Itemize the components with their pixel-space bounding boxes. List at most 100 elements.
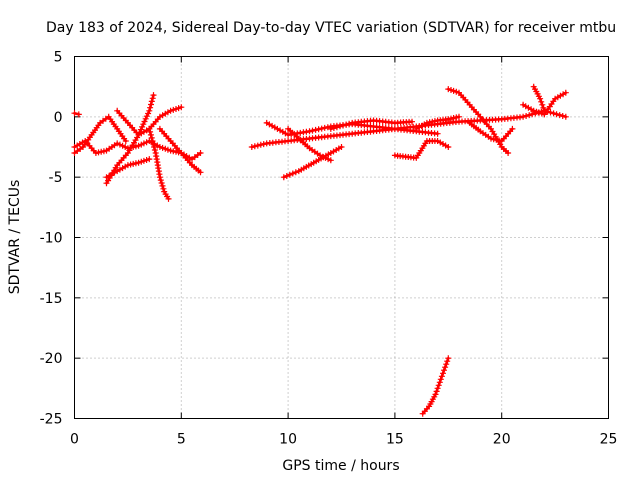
data-point [437,376,444,383]
data-point [445,144,452,150]
series-track-2 [71,113,129,156]
data-point [143,139,150,146]
y-tick-label: 5 [54,50,63,66]
data-point [145,110,152,117]
data-point [562,113,569,120]
data-point [523,113,530,119]
data-point [158,180,165,186]
data-point [550,110,557,117]
data-point [539,101,546,108]
data-point [159,182,166,189]
data-point [141,118,148,125]
data-point [140,121,147,128]
data-point [143,113,150,120]
x-tick-label: 15 [386,432,404,448]
series-line [421,356,450,415]
data-point [432,391,439,398]
data-series [71,83,569,417]
data-point [167,107,174,114]
data-point [327,125,334,132]
data-point [197,169,204,176]
data-point [150,141,157,147]
series-track-18 [520,89,569,118]
data-point [435,382,442,389]
data-point [443,361,450,368]
data-point [260,141,267,148]
data-point [529,111,536,118]
series-track-6 [156,125,204,176]
data-point [442,364,449,371]
data-point [321,124,328,131]
y-tick-label: -20 [40,351,63,367]
data-point [257,141,264,148]
data-point [319,153,326,160]
data-point [330,125,337,131]
data-point [148,134,155,141]
data-point [147,104,154,111]
data-point [122,138,129,144]
data-point [434,130,441,137]
data-point [114,140,121,147]
data-point [122,144,129,150]
data-point [75,111,82,118]
series-track-16 [445,86,512,156]
data-point [146,107,153,114]
series-track-13 [327,117,415,132]
data-point [147,128,154,135]
data-point [520,113,527,120]
data-point [151,147,158,153]
data-point [537,95,544,102]
series-track-20 [419,355,452,417]
data-point [165,195,172,202]
x-tick-label: 10 [279,432,297,448]
y-tick-label: 0 [54,110,63,126]
data-point [440,370,446,377]
data-point [438,373,445,380]
plot-frame [74,56,609,419]
data-point [445,86,452,93]
data-point [283,173,290,179]
data-point [159,144,166,151]
series-track-5 [146,125,172,202]
data-point [433,388,440,395]
data-point [318,125,325,132]
data-point [333,124,340,131]
x-tick-label: 25 [600,432,618,448]
series-track-12 [285,125,334,164]
data-point [441,367,447,374]
data-point [434,385,441,392]
data-point [140,140,147,147]
data-point [175,105,182,112]
y-tick-label: -25 [40,412,63,428]
data-point [509,125,516,132]
x-axis-label: GPS time / hours [282,458,399,474]
chart-title: Day 183 of 2024, Sidereal Day-to-day VTE… [46,20,616,36]
x-tick-label: 20 [493,432,511,448]
series-track-11 [280,144,345,181]
data-point [160,185,167,192]
data-point [140,157,147,164]
data-point [151,144,158,150]
series-track-7 [71,110,82,118]
data-point [409,118,415,125]
data-point [289,170,296,177]
data-point [327,157,334,164]
data-point [150,92,157,99]
data-point [343,121,350,128]
data-point [135,159,142,166]
data-point [142,115,149,122]
series-track-15 [413,113,462,132]
data-point [197,150,204,156]
series-track-17 [466,119,516,144]
y-axis-label: SDTVAR / TECUs [7,180,23,295]
data-point [533,108,540,115]
data-point [116,141,123,148]
data-point [553,111,560,118]
data-point [164,146,171,153]
data-point [286,171,293,178]
data-point [312,126,319,133]
data-point [178,104,185,111]
data-point [146,125,153,132]
data-point [143,157,150,163]
x-tick-label: 5 [177,432,186,448]
